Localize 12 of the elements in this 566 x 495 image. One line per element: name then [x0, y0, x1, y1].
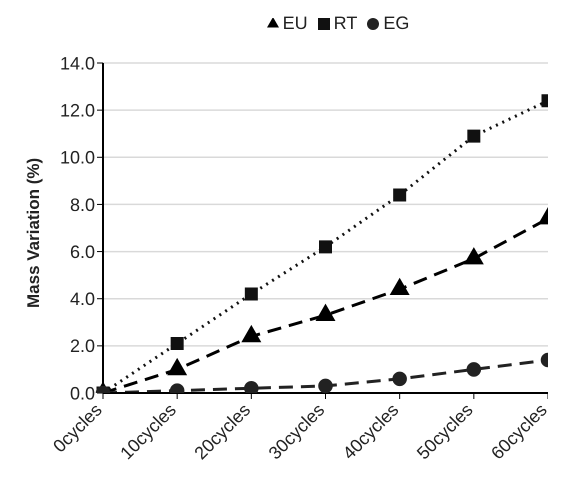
y-tick-label: 10.0 — [60, 148, 95, 168]
y-tick-label: 0.0 — [70, 383, 95, 404]
legend-label: RT — [334, 13, 358, 33]
y-tick-label: 12.0 — [60, 100, 95, 121]
y-axis-title: Mass Variation (%) — [24, 158, 44, 308]
y-tick-label: 2.0 — [70, 336, 95, 356]
legend-label: EU — [282, 13, 308, 33]
y-tick-label: 8.0 — [70, 194, 95, 215]
y-tick-label: 6.0 — [70, 242, 95, 262]
y-tick-label: 14.0 — [60, 53, 95, 74]
y-tick-label: 4.0 — [70, 289, 95, 310]
legend-label: EG — [383, 13, 410, 33]
